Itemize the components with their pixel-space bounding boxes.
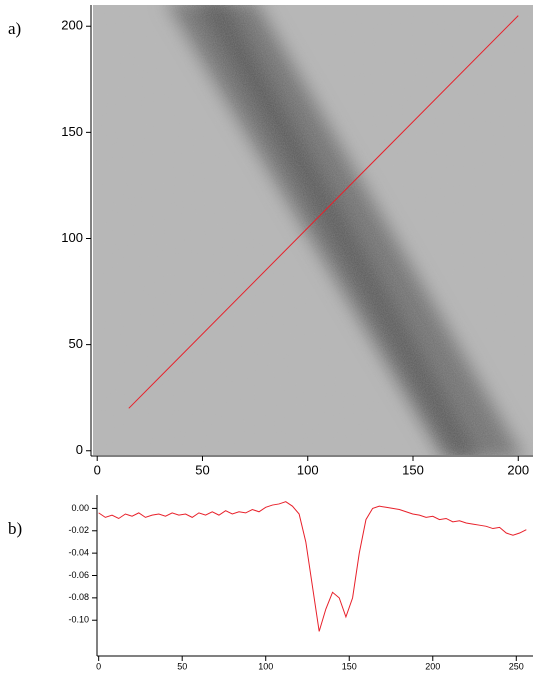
y-tick-label: -0.10 — [68, 615, 89, 625]
y-tick-label: -0.06 — [68, 570, 89, 580]
y-tick-label: 50 — [69, 336, 83, 351]
x-tick-label: 200 — [507, 462, 529, 477]
panel-label: a) — [8, 19, 21, 38]
y-tick-label: 150 — [61, 124, 83, 139]
x-tick-label: 50 — [177, 661, 187, 671]
x-tick-label: 150 — [402, 462, 424, 477]
x-tick-label: 200 — [425, 661, 440, 671]
x-tick-label: 250 — [509, 661, 524, 671]
x-tick-label: 100 — [258, 661, 273, 671]
x-tick-label: 0 — [94, 462, 101, 477]
x-tick-label: 0 — [96, 661, 101, 671]
y-tick-label: -0.02 — [68, 525, 89, 535]
x-tick-label: 50 — [195, 462, 209, 477]
profile-line — [128, 15, 519, 409]
x-tick-label: 100 — [297, 462, 319, 477]
y-tick-label: 0.00 — [71, 503, 89, 513]
image — [93, 5, 533, 455]
x-tick-label: 150 — [342, 661, 357, 671]
panel-label: b) — [8, 519, 22, 538]
y-tick-label: 100 — [61, 230, 83, 245]
data-line — [98, 501, 527, 632]
y-tick-label: 0 — [76, 442, 83, 457]
y-tick-label: -0.04 — [68, 548, 89, 558]
y-tick-label: -0.08 — [68, 592, 89, 602]
y-tick-label: 200 — [61, 18, 83, 33]
